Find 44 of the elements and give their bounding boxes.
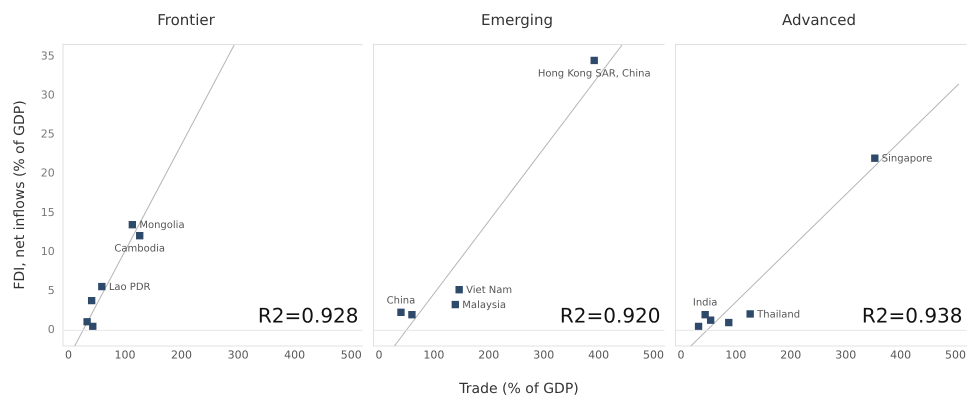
y-tick-label: 0 [48, 323, 55, 336]
annotation: China [386, 295, 416, 306]
annotation: R2=0.938 [862, 303, 962, 328]
chart-title: Emerging [481, 10, 553, 29]
x-tick-label: 300 [835, 348, 856, 362]
x-tick-label: 300 [533, 348, 554, 362]
x-tick-label: 400 [284, 348, 306, 362]
chart-title: Advanced [782, 10, 856, 29]
x-tick-label: 300 [228, 348, 249, 362]
x-tick-label: 0 [64, 348, 72, 362]
annotation: Singapore [882, 154, 932, 165]
chart-title: Frontier [157, 10, 216, 29]
annotation: R2=0.920 [560, 303, 660, 328]
annotation: R2=0.928 [258, 303, 358, 328]
annotation: Hong Kong SAR, China [538, 68, 651, 80]
y-tick-label: 25 [40, 128, 55, 141]
x-tick-label: 0 [677, 348, 684, 362]
x-axis-title: Trade (% of GDP) [458, 381, 579, 398]
x-tick-label: 100 [725, 348, 746, 362]
x-tick-label: 100 [114, 348, 136, 362]
annotation: Malaysia [462, 300, 506, 312]
x-tick-label: 500 [643, 348, 664, 362]
y-axis-title: FDI, net inflows (% of GDP) [12, 100, 28, 290]
annotation: India [692, 298, 718, 309]
y-tick-label: 10 [40, 244, 55, 258]
x-tick-label: 0 [375, 348, 382, 362]
annotation: Lao PDR [108, 282, 151, 294]
y-tick-label: 20 [40, 166, 55, 180]
y-tick-label: 35 [40, 49, 55, 62]
x-tick-label: 400 [890, 348, 912, 362]
y-tick-label: 15 [40, 206, 55, 219]
x-tick-label: 500 [945, 348, 966, 362]
annotation: Viet Nam [466, 285, 512, 296]
y-tick-label: 30 [40, 88, 55, 102]
y-tick-label: 5 [48, 284, 55, 298]
x-tick-label: 400 [588, 348, 610, 362]
annotation: Mongolia [139, 220, 185, 232]
x-tick-label: 100 [423, 348, 444, 362]
x-tick-label: 200 [478, 348, 500, 362]
annotation: Thailand [756, 309, 800, 320]
x-tick-label: 200 [780, 348, 802, 362]
x-tick-label: 200 [171, 348, 192, 362]
annotation: Cambodia [114, 244, 165, 255]
x-tick-label: 500 [340, 348, 362, 362]
